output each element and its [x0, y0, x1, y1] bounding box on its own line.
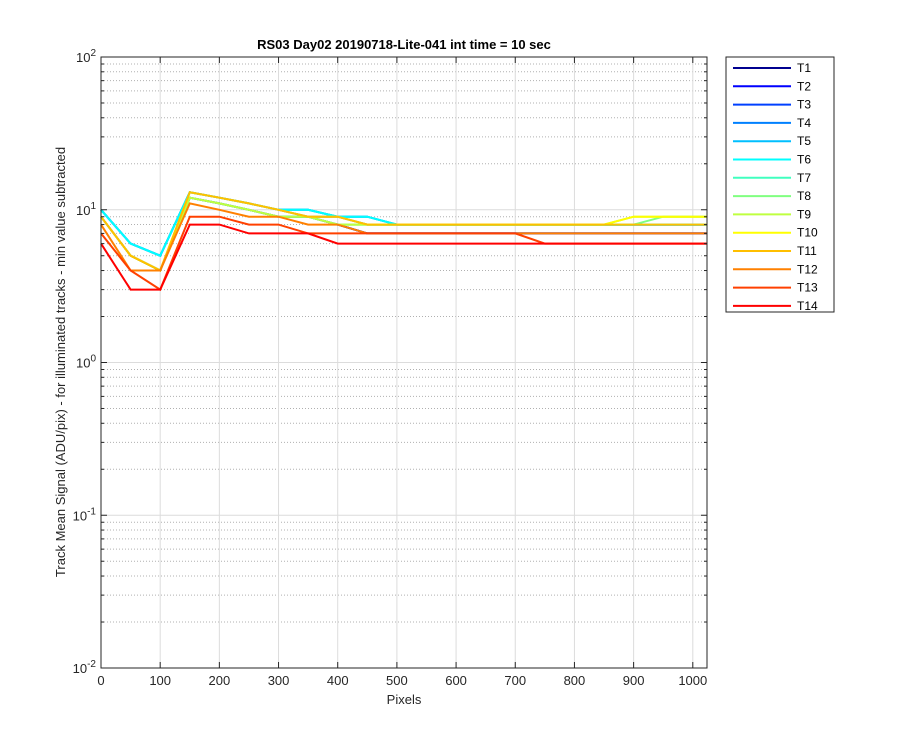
x-tick-label: 500 [386, 673, 408, 688]
x-tick-label: 200 [209, 673, 231, 688]
legend-label: T6 [797, 153, 811, 167]
series-line-t14 [100, 223, 707, 291]
x-tick-label: 600 [445, 673, 467, 688]
legend-label: T13 [797, 281, 818, 295]
x-tick-label: 1000 [678, 673, 707, 688]
legend-label: T7 [797, 171, 811, 185]
chart-title: RS03 Day02 20190718-Lite-041 int time = … [257, 37, 551, 52]
y-tick-label: 100 [76, 354, 96, 371]
x-tick-label: 0 [97, 673, 104, 688]
x-tick-label: 400 [327, 673, 349, 688]
x-tick-label: 900 [623, 673, 645, 688]
legend-label: T10 [797, 226, 818, 240]
legend-label: T3 [797, 98, 811, 112]
legend-label: T2 [797, 79, 811, 93]
x-axis-label: Pixels [387, 692, 422, 707]
legend-label: T9 [797, 207, 811, 221]
y-tick-label: 102 [76, 48, 96, 65]
ticks [100, 56, 707, 669]
legend-label: T5 [797, 134, 811, 148]
x-tick-label: 700 [504, 673, 526, 688]
y-tick-labels: 10-2 10-1 100 101 102 [73, 48, 97, 676]
series-line-t11 [100, 191, 707, 272]
y-tick-label: 101 [76, 201, 96, 218]
legend: T1 T2 T3 T4 T5 T6 T7 T8 T9 T10 T11 T12 T13 T14 [725, 56, 835, 313]
x-tick-label: 800 [564, 673, 586, 688]
legend-label: T8 [797, 189, 811, 203]
legend-label: T1 [797, 61, 811, 75]
legend-box [725, 56, 835, 313]
legend-label: T4 [797, 116, 811, 130]
series-layer [100, 191, 707, 292]
legend-label: T11 [797, 244, 817, 258]
x-tick-label: 300 [268, 673, 290, 688]
x-tick-labels: 0 100 200 300 400 500 600 700 800 900 1000 [97, 673, 707, 688]
legend-label: T14 [797, 299, 818, 313]
legend-label: T12 [797, 262, 818, 276]
y-axis-label: Track Mean Signal (ADU/pix) - for illumi… [53, 147, 68, 577]
x-tick-label: 100 [149, 673, 171, 688]
legend-entries: T1 T2 T3 T4 T5 T6 T7 T8 T9 T10 T11 T12 T13 T14 [733, 61, 818, 313]
y-tick-label: 10-2 [73, 659, 97, 676]
grid [100, 56, 707, 669]
y-tick-label: 10-1 [73, 506, 97, 523]
